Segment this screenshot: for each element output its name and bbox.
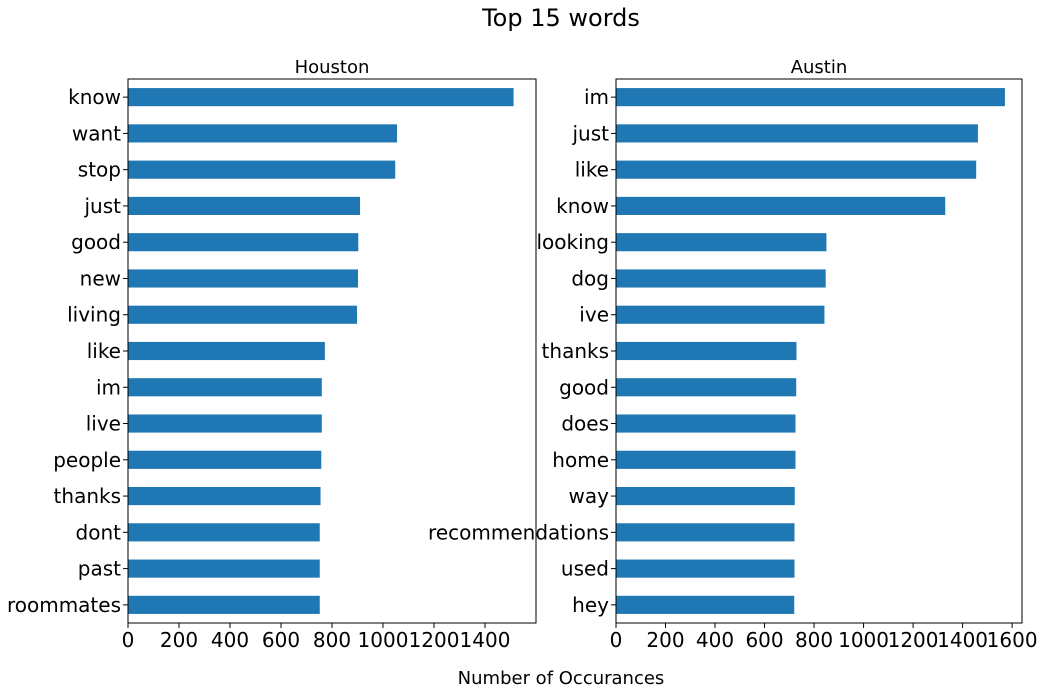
x-tick-label: 800 [795,628,833,652]
bar-live [128,414,322,433]
x-tick-label: 1000 [358,628,409,652]
bar-like [128,341,325,361]
x-tick-label: 1200 [409,628,460,652]
x-tick-label: 0 [610,628,623,652]
bar-dog [616,269,826,288]
x-tick-label: 1400 [460,628,511,652]
x-tick-label: 200 [646,628,684,652]
bar-know [616,196,946,215]
x-tick-label: 200 [160,628,198,652]
panels: Houston know want stop just good new living like… [7,57,1038,652]
bar-new [128,269,359,288]
category-label: recommendations [428,520,609,544]
bar-used [616,559,795,578]
category-label: does [561,412,609,436]
bar-way [616,487,795,506]
bar-want [128,124,398,143]
x-tick-label: 800 [313,628,351,652]
category-label: used [561,557,609,581]
category-label: im [584,85,609,109]
bar-dont [128,523,320,542]
category-label: ive [579,303,609,327]
category-label: home [552,448,609,472]
category-label: past [78,557,121,581]
bar-thanks [128,487,321,506]
category-label: know [68,85,121,109]
category-label: people [53,448,121,472]
bar-past [128,559,320,578]
bar-stop [128,160,396,179]
category-label: good [559,375,609,399]
bar-roommates [128,595,320,614]
x-tick-label: 600 [262,628,300,652]
x-tick-label: 400 [211,628,249,652]
category-label: roommates [7,593,121,617]
x-tick-label: 1400 [937,628,988,652]
x-tick-label: 400 [696,628,734,652]
x-tick-label: 1000 [838,628,889,652]
x-axis-label: Number of Occurances [458,668,665,689]
bar-home [616,450,796,469]
bar-looking [616,233,827,252]
category-label: want [72,121,121,145]
bar-recommendations [616,523,795,542]
bar-good [128,233,359,252]
x-tick-label: 1600 [987,628,1038,652]
plot-frame [615,78,1023,624]
panel-houston: Houston know want stop just good new living like… [7,57,537,652]
category-label: hey [572,593,609,617]
category-label: live [86,412,121,436]
bar-im [128,378,322,397]
category-label: way [569,484,610,508]
category-label: good [71,230,121,254]
bar-people [128,450,322,469]
plot-frame [127,78,537,624]
category-label: thanks [542,339,609,363]
x-tick-label: 1200 [888,628,939,652]
bar-does [616,414,796,433]
category-label: thanks [54,484,121,508]
category-label: new [80,266,121,290]
bar-ive [616,305,825,324]
category-label: like [575,158,609,182]
bar-just [616,124,978,143]
category-label: know [556,194,609,218]
category-label: just [84,194,122,218]
bar-thanks [616,341,797,361]
bar-living [128,305,357,324]
bar-hey [616,595,795,614]
bar-just [128,196,361,215]
category-label: im [96,375,121,399]
category-label: looking [536,230,609,254]
x-tick-label: 600 [745,628,783,652]
category-label: like [87,339,121,363]
category-label: dog [571,266,609,290]
chart-title: Top 15 words [481,4,640,32]
category-label: dont [76,520,122,544]
bar-im [616,88,1005,107]
panel-title: Houston [295,57,370,78]
panel-title: Austin [791,57,848,78]
category-label: stop [78,158,121,182]
bar-like [616,160,977,179]
category-label: just [572,121,610,145]
bar-know [128,88,514,107]
bar-good [616,378,797,397]
panel-austin: Austin im just like know looking dog ive thanks g… [428,57,1038,652]
x-tick-label: 0 [122,628,135,652]
category-label: living [67,303,121,327]
